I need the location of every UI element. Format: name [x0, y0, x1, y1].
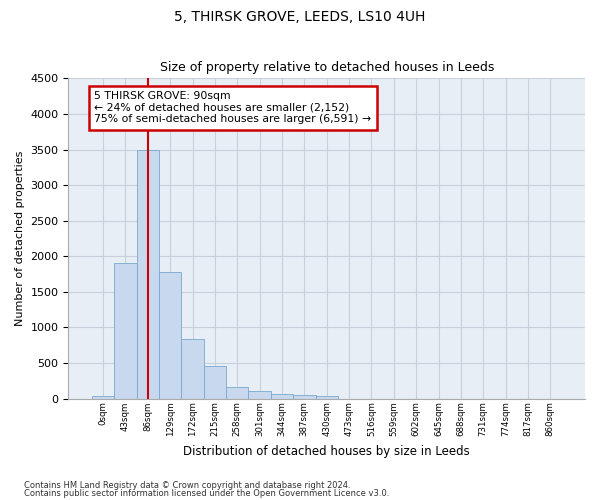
Bar — [181, 339, 204, 398]
Bar — [226, 387, 248, 398]
Bar — [159, 272, 181, 398]
Bar — [293, 394, 316, 398]
Bar — [248, 392, 271, 398]
Text: 5, THIRSK GROVE, LEEDS, LS10 4UH: 5, THIRSK GROVE, LEEDS, LS10 4UH — [175, 10, 425, 24]
Bar — [204, 366, 226, 398]
Text: Contains public sector information licensed under the Open Government Licence v3: Contains public sector information licen… — [24, 489, 389, 498]
Bar — [114, 264, 137, 398]
Title: Size of property relative to detached houses in Leeds: Size of property relative to detached ho… — [160, 62, 494, 74]
Bar — [271, 394, 293, 398]
X-axis label: Distribution of detached houses by size in Leeds: Distribution of detached houses by size … — [184, 444, 470, 458]
Bar — [92, 396, 114, 398]
Text: Contains HM Land Registry data © Crown copyright and database right 2024.: Contains HM Land Registry data © Crown c… — [24, 480, 350, 490]
Text: 5 THIRSK GROVE: 90sqm
← 24% of detached houses are smaller (2,152)
75% of semi-d: 5 THIRSK GROVE: 90sqm ← 24% of detached … — [94, 91, 371, 124]
Bar — [316, 396, 338, 398]
Bar — [137, 150, 159, 398]
Y-axis label: Number of detached properties: Number of detached properties — [15, 151, 25, 326]
